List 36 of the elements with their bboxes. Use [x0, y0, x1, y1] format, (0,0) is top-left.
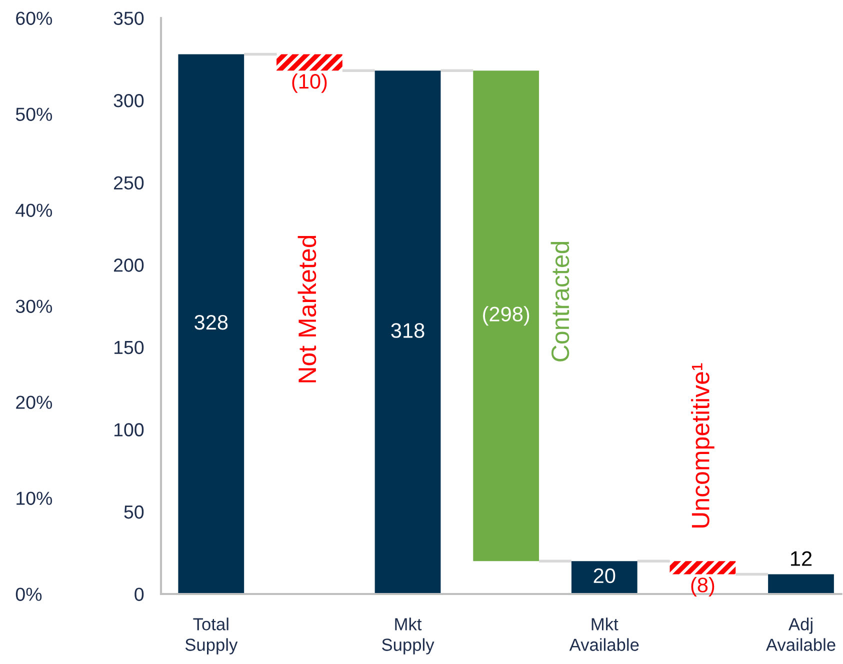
bar: [374, 70, 441, 594]
y2-tick-label: 60%: [16, 12, 52, 25]
annotation: Not Marketed: [298, 236, 316, 382]
y-tick-label: 50: [124, 505, 144, 519]
y2-tick-label: 40%: [16, 204, 52, 217]
x-tick-label: Mkt Available: [569, 618, 639, 651]
bar: [571, 561, 638, 594]
data-label: (10): [292, 73, 327, 93]
x-tick-label: Total Supply: [185, 618, 238, 654]
annotation: Contracted: [550, 242, 570, 362]
y-tick-label: 150: [114, 340, 144, 354]
y2-tick-label: 10%: [16, 492, 52, 505]
y-tick-label: 0: [134, 588, 144, 601]
data-label: 20: [594, 568, 616, 584]
data-label: 328: [194, 314, 228, 330]
data-label: 318: [391, 323, 424, 338]
y2-tick-label: 0%: [16, 588, 42, 601]
y2-tick-label: 20%: [16, 396, 52, 409]
y-tick-label: 250: [114, 176, 144, 190]
data-label: (298): [483, 306, 530, 326]
y-tick-label: 100: [114, 423, 144, 436]
x-tick-label: Adj Available: [766, 618, 836, 651]
bar: [178, 54, 244, 594]
x-tick-label: Mkt Supply: [382, 618, 434, 654]
annotation: Uncompetitive¹: [691, 363, 714, 528]
bar: [768, 574, 834, 594]
data-label: (8): [691, 577, 714, 596]
y-tick-label: 300: [114, 94, 144, 108]
y2-tick-label: 50%: [16, 108, 52, 121]
y-tick-label: 350: [114, 12, 144, 25]
y-tick-label: 200: [114, 258, 144, 272]
bar: [276, 54, 342, 71]
data-label: 12: [791, 551, 812, 566]
bar: [670, 561, 736, 574]
y2-tick-label: 30%: [16, 300, 52, 313]
bar: [473, 70, 540, 562]
